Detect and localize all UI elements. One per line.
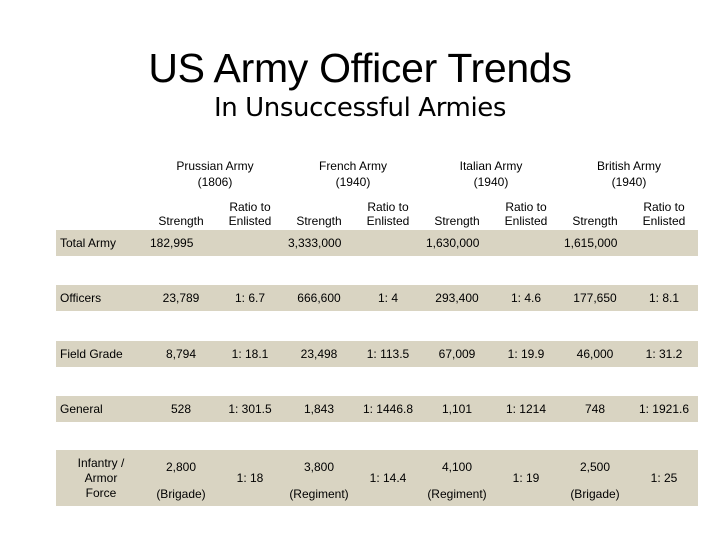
field-grade-ratio-british: 1: 31.2	[630, 341, 698, 367]
strength-header: Strength	[158, 214, 204, 228]
field-grade-strength-italian: 67,009	[422, 341, 492, 367]
infantry-ratio-italian: 1: 19	[492, 450, 560, 506]
infantry-strength-french: 3,800 (Regiment)	[284, 450, 354, 506]
total-strength-italian: 1,630,000	[422, 230, 560, 256]
unit-type: (Regiment)	[289, 487, 349, 501]
infantry-strength-italian: 4,100 (Regiment)	[422, 450, 492, 506]
page-title: US Army Officer Trends	[148, 45, 572, 91]
officers-strength-british: 177,650	[560, 285, 630, 311]
infantry-ratio-french: 1: 14.4	[354, 450, 422, 506]
strength-header: Strength	[296, 214, 342, 228]
unit-strength: 4,100	[441, 460, 473, 474]
strength-header: Strength	[434, 214, 480, 228]
row-label-field-grade: Field Grade	[56, 341, 146, 367]
unit-type: (Brigade)	[570, 487, 620, 501]
row-label-infantry-armor-force: Infantry / Armor Force	[56, 450, 146, 506]
army-name: British Army	[596, 159, 661, 173]
row-label-officers: Officers	[56, 285, 146, 311]
field-grade-ratio-italian: 1: 19.9	[492, 341, 560, 367]
infantry-ratio-prussian: 1: 18	[216, 450, 284, 506]
officers-strength-prussian: 23,789	[146, 285, 216, 311]
general-strength-french: 1,843	[284, 396, 354, 422]
field-grade-strength-british: 46,000	[560, 341, 630, 367]
general-ratio-french: 1: 1446.8	[354, 396, 422, 422]
officers-ratio-british: 1: 8.1	[630, 285, 698, 311]
row-label-total-army: Total Army	[56, 230, 146, 256]
total-strength-british: 1,615,000	[560, 230, 698, 256]
ratio-header: Ratio to Enlisted	[642, 200, 686, 228]
field-grade-ratio-french: 1: 113.5	[354, 341, 422, 367]
officers-strength-italian: 293,400	[422, 285, 492, 311]
army-header-french: French Army (1940)	[284, 158, 422, 194]
general-ratio-british: 1: 1921.6	[630, 396, 698, 422]
army-header-prussian: Prussian Army (1806)	[146, 158, 284, 194]
general-ratio-italian: 1: 1214	[492, 396, 560, 422]
infantry-ratio-british: 1: 25	[630, 450, 698, 506]
field-grade-strength-french: 23,498	[284, 341, 354, 367]
unit-type: (Brigade)	[156, 487, 206, 501]
army-year: (1940)	[611, 175, 647, 189]
page-subtitle: In Unsuccessful Armies	[213, 93, 507, 123]
ratio-header: Ratio to Enlisted	[228, 200, 272, 228]
row-label-general: General	[56, 396, 146, 422]
ratio-header: Ratio to Enlisted	[504, 200, 548, 228]
field-grade-strength-prussian: 8,794	[146, 341, 216, 367]
unit-type: (Regiment)	[427, 487, 487, 501]
army-name: Prussian Army	[176, 159, 254, 173]
army-year: (1806)	[197, 175, 233, 189]
army-name: Italian Army	[459, 159, 523, 173]
unit-strength: 2,500	[579, 460, 611, 474]
army-header-italian: Italian Army (1940)	[422, 158, 560, 194]
army-header-british: British Army (1940)	[560, 158, 698, 194]
infantry-strength-british: 2,500 (Brigade)	[560, 450, 630, 506]
ratio-header: Ratio to Enlisted	[366, 200, 410, 228]
total-strength-french: 3,333,000	[284, 230, 422, 256]
general-strength-prussian: 528	[146, 396, 216, 422]
general-strength-italian: 1,101	[422, 396, 492, 422]
unit-strength: 2,800	[165, 460, 197, 474]
general-strength-british: 748	[560, 396, 630, 422]
unit-strength: 3,800	[303, 460, 335, 474]
officers-strength-french: 666,600	[284, 285, 354, 311]
officers-ratio-prussian: 1: 6.7	[216, 285, 284, 311]
field-grade-ratio-prussian: 1: 18.1	[216, 341, 284, 367]
infantry-strength-prussian: 2,800 (Brigade)	[146, 450, 216, 506]
total-strength-prussian: 182,995	[146, 230, 284, 256]
army-year: (1940)	[335, 175, 371, 189]
army-year: (1940)	[473, 175, 509, 189]
officers-ratio-italian: 1: 4.6	[492, 285, 560, 311]
army-name: French Army	[318, 159, 387, 173]
officers-ratio-french: 1: 4	[354, 285, 422, 311]
general-ratio-prussian: 1: 301.5	[216, 396, 284, 422]
strength-header: Strength	[572, 214, 618, 228]
